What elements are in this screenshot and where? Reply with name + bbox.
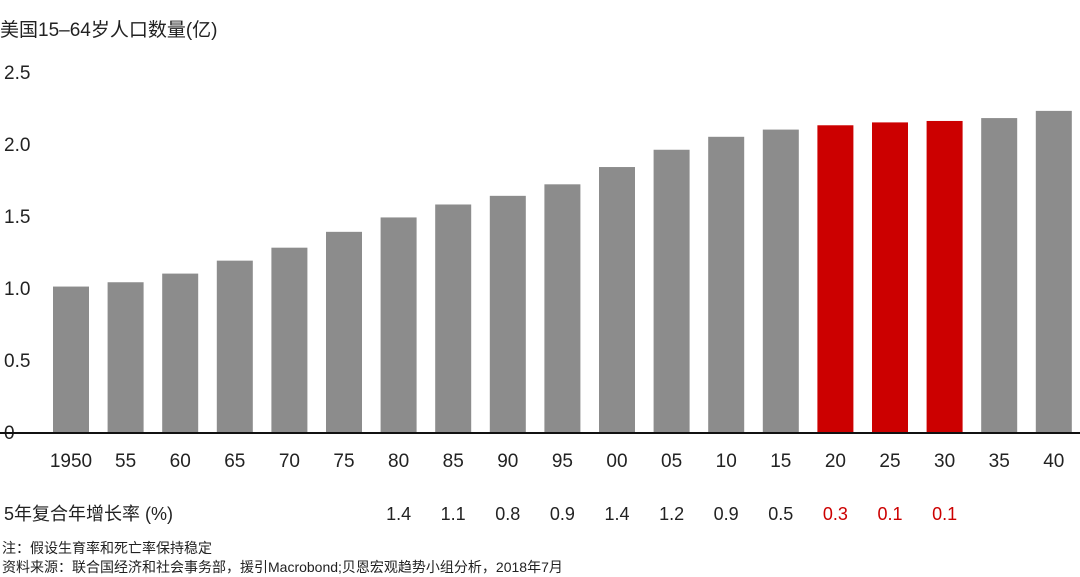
y-tick-label: 1.0 — [4, 279, 30, 300]
x-tick-label: 10 — [716, 451, 737, 472]
growth-value: 0.8 — [495, 504, 520, 524]
x-tick-label: 85 — [443, 451, 464, 472]
growth-value: 1.1 — [441, 504, 466, 524]
growth-row-label: 5年复合年增长率 (%) — [4, 504, 173, 524]
x-tick-label: 20 — [825, 451, 846, 472]
x-axis-ticks: 1950 55 60 65 70 75 80 85 90 95 00 05 10 15 20 25 30 35 40 — [50, 451, 1065, 472]
growth-value: 0.5 — [768, 504, 793, 524]
x-tick-label: 30 — [934, 451, 955, 472]
bar — [1035, 110, 1072, 432]
growth-value: 1.4 — [386, 504, 411, 524]
bar — [380, 217, 417, 432]
growth-value: 1.2 — [659, 504, 684, 524]
x-tick-label: 00 — [606, 451, 627, 472]
bar — [926, 120, 963, 433]
x-tick-label: 65 — [224, 451, 245, 472]
growth-value: 0.9 — [550, 504, 575, 524]
bar — [872, 122, 908, 433]
x-tick-label: 15 — [770, 451, 791, 472]
x-tick-label: 95 — [552, 451, 573, 472]
bar — [435, 204, 472, 432]
y-tick-label: 2.5 — [4, 63, 30, 84]
bar — [326, 231, 362, 432]
bar — [544, 184, 581, 432]
x-tick-label: 25 — [879, 451, 900, 472]
growth-value: 0.1 — [877, 504, 902, 524]
bar — [162, 273, 199, 432]
y-tick-label: 0.5 — [4, 351, 30, 372]
note-source: 资料来源：联合国经济和社会事务部，援引Macrobond;贝恩宏观趋势小组分析，… — [2, 559, 563, 575]
growth-value: 0.9 — [714, 504, 739, 524]
bar — [216, 260, 253, 432]
note-assumption: 注：假设生育率和死亡率保持稳定 — [2, 540, 212, 556]
y-tick-label: 1.5 — [4, 207, 30, 228]
x-tick-label: 90 — [497, 451, 518, 472]
x-tick-label: 75 — [333, 451, 354, 472]
growth-value: 0.1 — [932, 504, 957, 524]
bar — [271, 247, 308, 432]
bar — [817, 125, 854, 432]
x-tick-label: 55 — [115, 451, 136, 472]
chart-title: 美国15–64岁人口数量(亿) — [0, 19, 218, 41]
bar — [981, 118, 1018, 432]
bar — [489, 195, 526, 432]
growth-values-group: 1.4 1.1 0.8 0.9 1.4 1.2 0.9 0.5 0.3 0.1 0.1 — [386, 504, 957, 524]
x-tick-label: 05 — [661, 451, 682, 472]
growth-value: 0.3 — [823, 504, 848, 524]
bar — [762, 129, 799, 432]
bars-group — [53, 110, 1072, 433]
bar — [107, 282, 144, 432]
y-axis-ticks: 00.51.01.52.02.5 — [4, 63, 30, 444]
x-tick-label: 60 — [170, 451, 191, 472]
x-tick-label: 80 — [388, 451, 409, 472]
x-tick-label: 70 — [279, 451, 300, 472]
x-tick-label: 35 — [989, 451, 1010, 472]
y-tick-label: 2.0 — [4, 135, 30, 156]
bar — [53, 286, 89, 432]
growth-value: 1.4 — [604, 504, 629, 524]
bar — [599, 167, 635, 433]
x-tick-label: 1950 — [50, 451, 92, 472]
bar — [708, 136, 745, 433]
x-tick-label: 40 — [1043, 451, 1064, 472]
bar — [653, 149, 690, 432]
